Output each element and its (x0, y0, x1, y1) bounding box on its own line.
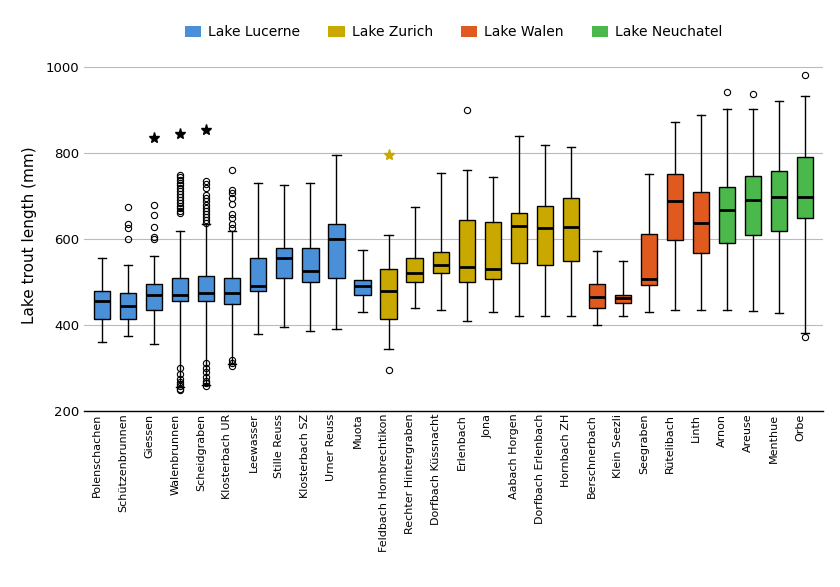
PathPatch shape (302, 248, 318, 282)
PathPatch shape (276, 248, 292, 278)
PathPatch shape (693, 192, 709, 253)
PathPatch shape (459, 220, 475, 282)
PathPatch shape (381, 269, 396, 319)
PathPatch shape (172, 278, 188, 301)
PathPatch shape (745, 176, 761, 235)
Legend: Lake Lucerne, Lake Zurich, Lake Walen, Lake Neuchatel: Lake Lucerne, Lake Zurich, Lake Walen, L… (179, 20, 728, 45)
PathPatch shape (120, 293, 136, 319)
PathPatch shape (615, 295, 631, 303)
PathPatch shape (328, 224, 344, 278)
PathPatch shape (563, 198, 579, 261)
PathPatch shape (407, 258, 423, 282)
PathPatch shape (511, 213, 527, 263)
PathPatch shape (146, 284, 162, 310)
PathPatch shape (719, 187, 735, 244)
PathPatch shape (250, 258, 266, 291)
PathPatch shape (641, 234, 657, 285)
PathPatch shape (198, 276, 214, 301)
Y-axis label: Lake trout length (mm): Lake trout length (mm) (22, 146, 37, 323)
PathPatch shape (667, 174, 683, 240)
PathPatch shape (354, 280, 370, 295)
PathPatch shape (433, 252, 449, 274)
PathPatch shape (771, 171, 787, 231)
PathPatch shape (224, 278, 240, 303)
PathPatch shape (589, 284, 605, 308)
PathPatch shape (94, 291, 110, 319)
PathPatch shape (485, 222, 501, 279)
PathPatch shape (537, 205, 553, 265)
PathPatch shape (797, 157, 813, 218)
